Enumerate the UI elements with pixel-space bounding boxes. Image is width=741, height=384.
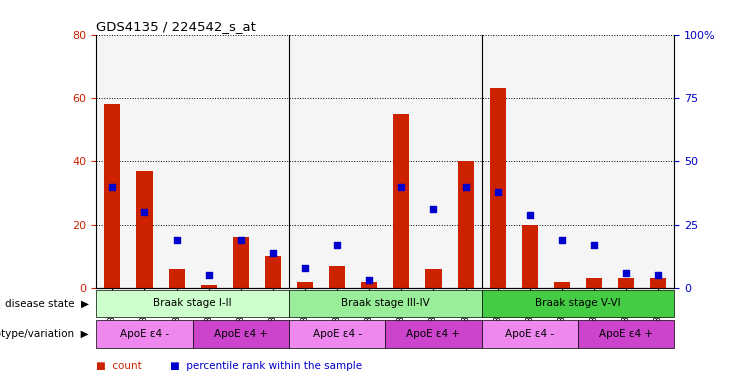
Point: [235, 237, 247, 243]
Bar: [361, 282, 377, 288]
Text: ApoE ε4 -: ApoE ε4 -: [505, 329, 554, 339]
Point: [459, 184, 471, 190]
Bar: [522, 225, 538, 288]
Point: [492, 189, 504, 195]
Point: [331, 242, 343, 248]
Text: ■  percentile rank within the sample: ■ percentile rank within the sample: [170, 361, 362, 371]
Point: [139, 209, 150, 215]
Bar: [642, 35, 674, 288]
Bar: [128, 35, 161, 288]
Bar: [482, 320, 578, 348]
Bar: [225, 35, 257, 288]
Point: [428, 206, 439, 212]
Bar: [417, 35, 450, 288]
Text: ApoE ε4 +: ApoE ε4 +: [214, 329, 268, 339]
Bar: [104, 104, 120, 288]
Bar: [96, 320, 193, 348]
Point: [620, 270, 632, 276]
Point: [299, 265, 311, 271]
Text: ApoE ε4 +: ApoE ε4 +: [599, 329, 653, 339]
Bar: [554, 282, 570, 288]
Bar: [578, 35, 610, 288]
Bar: [329, 266, 345, 288]
Bar: [546, 35, 578, 288]
Bar: [651, 278, 666, 288]
Point: [396, 184, 408, 190]
Text: Braak stage V-VI: Braak stage V-VI: [535, 298, 621, 308]
Bar: [482, 290, 674, 317]
Point: [107, 184, 119, 190]
Bar: [193, 35, 225, 288]
Point: [588, 242, 600, 248]
Bar: [610, 35, 642, 288]
Text: GDS4135 / 224542_s_at: GDS4135 / 224542_s_at: [96, 20, 256, 33]
Bar: [96, 290, 289, 317]
Point: [363, 277, 375, 283]
Bar: [193, 320, 289, 348]
Text: Braak stage I-II: Braak stage I-II: [153, 298, 232, 308]
Bar: [257, 35, 289, 288]
Bar: [385, 35, 417, 288]
Bar: [201, 285, 216, 288]
Text: Braak stage III-IV: Braak stage III-IV: [341, 298, 430, 308]
Bar: [161, 35, 193, 288]
Bar: [233, 237, 249, 288]
Text: ApoE ε4 -: ApoE ε4 -: [120, 329, 169, 339]
Bar: [586, 278, 602, 288]
Bar: [450, 35, 482, 288]
Bar: [136, 171, 153, 288]
Text: disease state  ▶: disease state ▶: [5, 298, 89, 308]
Bar: [168, 269, 185, 288]
Bar: [393, 114, 409, 288]
Text: ApoE ε4 -: ApoE ε4 -: [313, 329, 362, 339]
Bar: [353, 35, 385, 288]
Bar: [385, 320, 482, 348]
Bar: [514, 35, 546, 288]
Bar: [425, 269, 442, 288]
Bar: [457, 161, 473, 288]
Bar: [96, 35, 128, 288]
Bar: [289, 35, 321, 288]
Bar: [618, 278, 634, 288]
Bar: [289, 290, 482, 317]
Bar: [265, 257, 281, 288]
Bar: [490, 88, 505, 288]
Point: [524, 212, 536, 218]
Point: [652, 272, 664, 278]
Text: genotype/variation  ▶: genotype/variation ▶: [0, 329, 89, 339]
Point: [203, 272, 215, 278]
Bar: [482, 35, 514, 288]
Point: [267, 250, 279, 256]
Bar: [321, 35, 353, 288]
Text: ApoE ε4 +: ApoE ε4 +: [407, 329, 460, 339]
Point: [556, 237, 568, 243]
Bar: [289, 320, 385, 348]
Point: [170, 237, 182, 243]
Bar: [297, 282, 313, 288]
Text: ■  count: ■ count: [96, 361, 142, 371]
Bar: [578, 320, 674, 348]
